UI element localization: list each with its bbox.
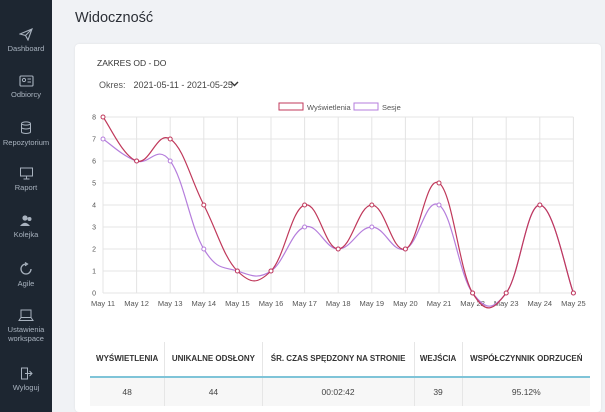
y-tick-label: 0 (92, 291, 96, 298)
period-selector[interactable]: Okres: 2021-05-11 - 2021-05-25 (99, 80, 233, 90)
stats-header-row: WYŚWIETLENIA UNIKALNE ODSŁONY ŚR. CZAS S… (90, 342, 590, 378)
y-tick-label: 2 (92, 247, 96, 254)
x-tick-label: May 14 (191, 299, 216, 308)
range-label: ZAKRES OD - DO (97, 58, 167, 68)
nav-kolejka[interactable]: Kolejka (0, 214, 52, 239)
stats-value-entries: 39 (414, 377, 463, 406)
presentation-board-icon (19, 167, 33, 180)
stats-value-unique: 44 (164, 377, 263, 406)
data-point (201, 202, 207, 208)
data-point (369, 224, 375, 230)
x-tick-label: May 15 (225, 299, 250, 308)
nav-wyloguj[interactable]: Wyloguj (0, 367, 52, 392)
x-tick-label: May 23 (494, 299, 519, 308)
nav-agile[interactable]: Agile (0, 262, 52, 288)
nav-label: Raport (14, 183, 38, 192)
nav-label: Dashboard (7, 44, 45, 53)
contact-card-icon (18, 75, 34, 87)
data-point (436, 202, 442, 208)
stats-value-bounce: 95.12% (462, 377, 590, 406)
page-title: Widoczność (75, 10, 154, 26)
x-tick-label: May 25 (561, 299, 586, 308)
legend-swatch (353, 102, 379, 111)
data-point (570, 290, 576, 296)
nav-odbiorcy[interactable]: Odbiorcy (0, 75, 52, 99)
y-tick-label: 3 (92, 225, 96, 232)
stats-value-views: 48 (90, 377, 166, 406)
y-tick-label: 7 (92, 137, 96, 144)
data-point (537, 202, 543, 208)
legend-label: Wyświetlenia (307, 103, 352, 112)
nav-ustawienia-workspace[interactable]: Ustawienia workspace (0, 309, 52, 343)
y-tick-label: 8 (92, 115, 96, 122)
laptop-icon (18, 309, 34, 321)
period-label: Okres: (99, 80, 126, 90)
refresh-cycle-icon (20, 262, 32, 275)
x-tick-label: May 17 (292, 299, 317, 308)
x-tick-label: May 20 (393, 299, 418, 308)
x-tick-label: May 18 (326, 299, 351, 308)
data-point (268, 268, 274, 274)
data-point (100, 136, 106, 142)
chevron-down-icon[interactable] (230, 80, 239, 88)
data-point (100, 114, 106, 120)
data-point (402, 246, 408, 252)
logout-icon (20, 367, 33, 380)
x-tick-label: May 21 (427, 299, 452, 308)
users-icon (19, 215, 31, 226)
stats-value-row: 48 44 00:02:42 39 95.12% (90, 377, 590, 406)
stats-table: WYŚWIETLENIA UNIKALNE ODSŁONY ŚR. CZAS S… (90, 342, 590, 406)
legend-label: Sesje (382, 103, 401, 112)
x-tick-label: May 12 (124, 299, 149, 308)
stats-value-avg-time: 00:02:42 (262, 377, 415, 406)
nav-label: Agile (17, 279, 35, 288)
database-icon (21, 121, 31, 134)
nav-label: Repozytorium (2, 138, 50, 147)
y-tick-label: 6 (92, 159, 96, 166)
data-point (167, 136, 173, 142)
stats-header: ŚR. CZAS SPĘDZONY NA STRONIE (262, 342, 415, 378)
y-tick-label: 1 (92, 269, 96, 276)
x-tick-label: May 11 (91, 299, 115, 308)
data-point (503, 290, 509, 296)
data-point (201, 246, 207, 252)
nav-repozytorium[interactable]: Repozytorium (0, 121, 52, 147)
x-tick-label: May 13 (158, 299, 183, 308)
y-tick-label: 5 (92, 181, 96, 188)
stats-header: WEJŚCIA (414, 342, 463, 378)
stats-header: UNIKALNE ODSŁONY (164, 342, 263, 378)
data-point (167, 158, 173, 164)
sidebar: Dashboard Odbiorcy Repozytorium Raport K… (0, 0, 52, 412)
x-tick-label: May 22 (460, 299, 485, 308)
x-tick-label: May 16 (259, 299, 284, 308)
data-point (302, 202, 308, 208)
paper-plane-icon (19, 28, 33, 41)
data-point (234, 268, 240, 274)
nav-dashboard[interactable]: Dashboard (0, 28, 52, 53)
nav-label: Kolejka (13, 230, 39, 239)
period-value: 2021-05-11 - 2021-05-25 (133, 80, 233, 90)
y-tick-label: 4 (92, 203, 96, 210)
nav-raport[interactable]: Raport (0, 167, 52, 192)
stats-header: WSPÓŁCZYNNIK ODRZUCEŃ (462, 342, 590, 378)
data-point (134, 158, 140, 164)
data-point (470, 290, 476, 296)
x-tick-label: May 24 (527, 299, 552, 308)
data-point (335, 246, 341, 252)
x-tick-label: May 19 (359, 299, 384, 308)
data-point (302, 224, 308, 230)
data-point (369, 202, 375, 208)
data-point (436, 180, 442, 186)
nav-label: Odbiorcy (10, 90, 41, 99)
nav-label: Ustawienia workspace (7, 325, 45, 343)
legend-swatch (278, 102, 304, 111)
nav-label: Wyloguj (12, 383, 40, 392)
stats-header: WYŚWIETLENIA (90, 342, 166, 378)
